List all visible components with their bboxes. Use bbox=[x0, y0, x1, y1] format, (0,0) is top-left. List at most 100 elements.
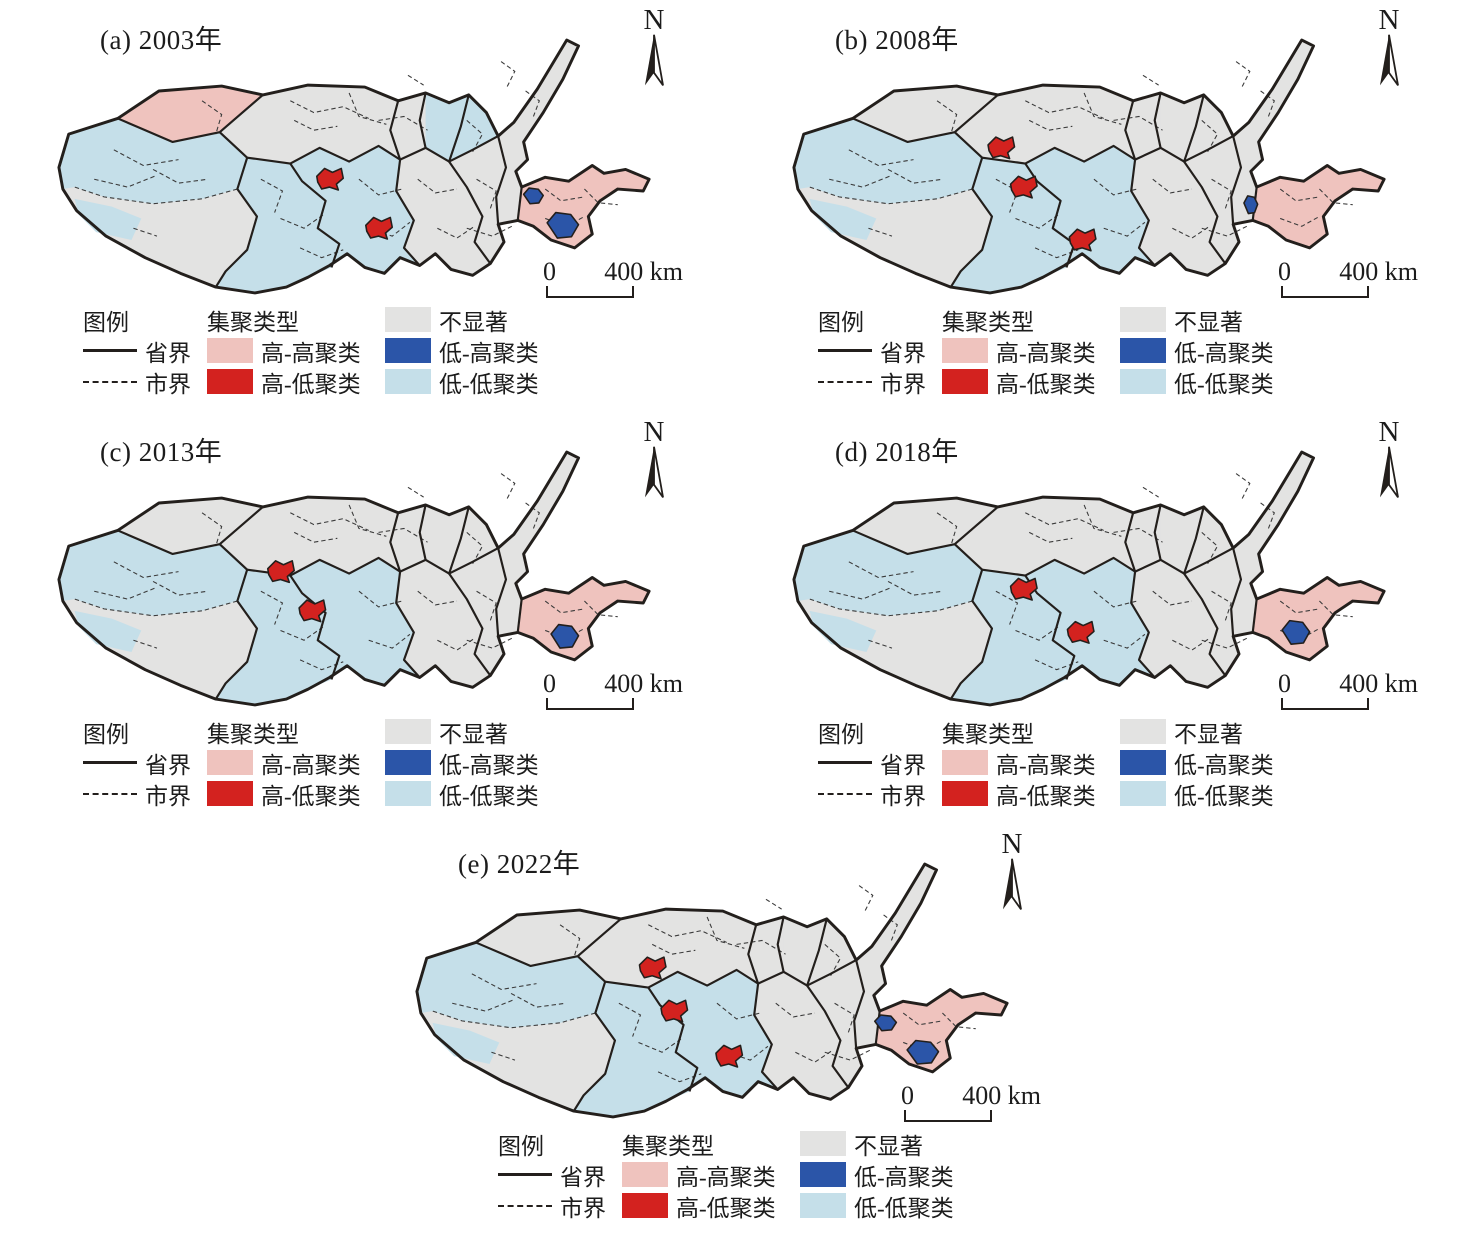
legend-title-row: 图例 bbox=[818, 716, 942, 747]
legend-label-high-low: 高-低聚类 bbox=[996, 371, 1096, 397]
choropleth-map bbox=[790, 32, 1390, 299]
city-boundary-path bbox=[133, 639, 158, 649]
province-boundary-path bbox=[448, 506, 492, 677]
low-high-cluster-patch bbox=[1243, 195, 1259, 215]
city-boundary-path bbox=[348, 92, 387, 125]
map-zone-northeast bbox=[1160, 92, 1234, 162]
scale-bracket bbox=[546, 698, 634, 711]
map-zone-center-east-low-low bbox=[1025, 145, 1155, 274]
city-boundary-path bbox=[1260, 502, 1275, 529]
legend-swatch-high-high bbox=[942, 338, 988, 363]
legend-item-province-boundary: 省界 bbox=[83, 335, 207, 366]
legend-cluster-column-2: 不显著 低-高聚类 低-低聚类 bbox=[800, 1128, 954, 1221]
city-boundary-path bbox=[883, 914, 898, 941]
province-boundary-path bbox=[1124, 512, 1156, 679]
city-boundary-path bbox=[775, 1002, 816, 1018]
legend-item-low-high: 低-高聚类 bbox=[385, 747, 539, 778]
high-low-cluster-patch bbox=[298, 599, 327, 623]
map-zone-southwest-low-low bbox=[74, 610, 142, 653]
city-boundary-path bbox=[868, 227, 893, 237]
legend-cluster-header: 集聚类型 bbox=[942, 309, 1034, 335]
map-outline bbox=[792, 38, 1386, 295]
legend-label-not-significant: 不显著 bbox=[439, 309, 508, 335]
legend-item-low-high: 低-高聚类 bbox=[800, 1159, 954, 1190]
legend-label-province-boundary: 省界 bbox=[560, 1164, 606, 1190]
map-zone-northwest bbox=[475, 910, 621, 966]
legend-title-row: 图例 bbox=[83, 716, 207, 747]
city-boundary-path bbox=[936, 512, 958, 547]
legend-swatch-high-low bbox=[207, 369, 253, 394]
legend-label-high-low: 高-低聚类 bbox=[261, 371, 361, 397]
province-boundary-path bbox=[117, 94, 264, 144]
map-zone-west-low-low bbox=[58, 530, 248, 616]
legend-title: 图例 bbox=[818, 721, 864, 747]
map-outline bbox=[792, 450, 1386, 707]
legend-title-row: 图例 bbox=[83, 304, 207, 335]
high-low-cluster-patch bbox=[266, 560, 296, 584]
city-boundary-path bbox=[584, 600, 618, 618]
city-boundary-path bbox=[500, 473, 516, 500]
legend: 图例 省界 市界 集聚类型 高-高聚类 高-低聚类 bbox=[83, 716, 539, 809]
city-boundary-path bbox=[1113, 115, 1163, 131]
scale-bracket bbox=[1281, 286, 1369, 299]
north-needle-icon bbox=[1379, 34, 1399, 86]
panel-title: (b) 2008年 bbox=[835, 25, 959, 55]
legend-title: 图例 bbox=[83, 309, 129, 335]
city-boundary-path bbox=[491, 1051, 516, 1061]
legend-item-high-high: 高-高聚类 bbox=[622, 1159, 800, 1190]
province-boundary-path bbox=[1183, 506, 1227, 677]
scale-bar: 0 400 km bbox=[899, 1081, 1041, 1123]
city-boundary-path bbox=[868, 639, 893, 649]
province-boundary-line-swatch bbox=[83, 349, 137, 352]
north-label: N bbox=[1001, 828, 1023, 860]
legend-title-row: 图例 bbox=[498, 1128, 622, 1159]
legend-swatch-low-high bbox=[385, 338, 431, 363]
map-zone-shandong-high-high bbox=[517, 577, 650, 660]
map-zone-northeast bbox=[425, 92, 499, 162]
legend-item-high-low: 高-低聚类 bbox=[207, 778, 385, 809]
legend-swatch-low-high bbox=[385, 750, 431, 775]
map-zone-shandong-high-high bbox=[517, 165, 650, 248]
legend-item-high-low: 高-低聚类 bbox=[622, 1190, 800, 1221]
city-boundary-path bbox=[280, 626, 324, 641]
province-boundary-path bbox=[806, 918, 850, 1089]
north-label: N bbox=[643, 416, 665, 448]
city-boundary-path bbox=[476, 178, 497, 209]
map-zone-center-low-low bbox=[215, 157, 340, 293]
legend: 图例 省界 市界 集聚类型 高-高聚类 高-低聚类 bbox=[498, 1128, 954, 1221]
province-boundary-path bbox=[572, 955, 617, 1112]
scale-distance-label: 400 km bbox=[604, 669, 683, 698]
map-zone-west-low-low bbox=[793, 530, 983, 616]
city-boundary-path bbox=[510, 992, 567, 1008]
scale-bar: 0 400 km bbox=[541, 258, 683, 299]
legend-item-province-boundary: 省界 bbox=[498, 1159, 622, 1190]
choropleth-map bbox=[55, 32, 655, 299]
basin-map-svg bbox=[57, 450, 651, 707]
low-high-cluster-patch bbox=[906, 1039, 940, 1065]
city-boundary-path bbox=[432, 1010, 596, 1029]
city-boundary-path bbox=[1113, 527, 1163, 543]
city-boundary-path bbox=[407, 74, 424, 86]
province-boundary-path bbox=[1153, 92, 1162, 149]
province-boundary-path bbox=[389, 512, 421, 679]
city-boundary-path bbox=[1319, 600, 1353, 618]
province-boundary-path bbox=[647, 986, 699, 1092]
legend-cluster-header: 集聚类型 bbox=[207, 309, 299, 335]
legend-item-high-high: 高-高聚类 bbox=[942, 747, 1120, 778]
legend-item-low-high: 低-高聚类 bbox=[1120, 335, 1274, 366]
scale-zero-label: 0 bbox=[901, 1081, 914, 1110]
high-low-cluster-patch bbox=[1009, 175, 1038, 199]
city-boundary-path bbox=[260, 590, 284, 625]
city-boundary-path bbox=[651, 943, 696, 955]
scale-labels: 0 400 km bbox=[1276, 258, 1418, 286]
province-boundary-line-swatch bbox=[83, 761, 137, 764]
choropleth-map bbox=[790, 444, 1390, 711]
city-boundary-path bbox=[201, 512, 223, 547]
city-boundary-path bbox=[829, 174, 893, 188]
city-boundary-path bbox=[858, 885, 874, 912]
high-low-cluster-patch bbox=[638, 956, 667, 980]
legend-item-city-boundary: 市界 bbox=[818, 778, 942, 809]
province-boundary-path bbox=[389, 100, 421, 267]
legend-swatch-high-low bbox=[942, 369, 988, 394]
city-boundary-path bbox=[995, 590, 1019, 625]
